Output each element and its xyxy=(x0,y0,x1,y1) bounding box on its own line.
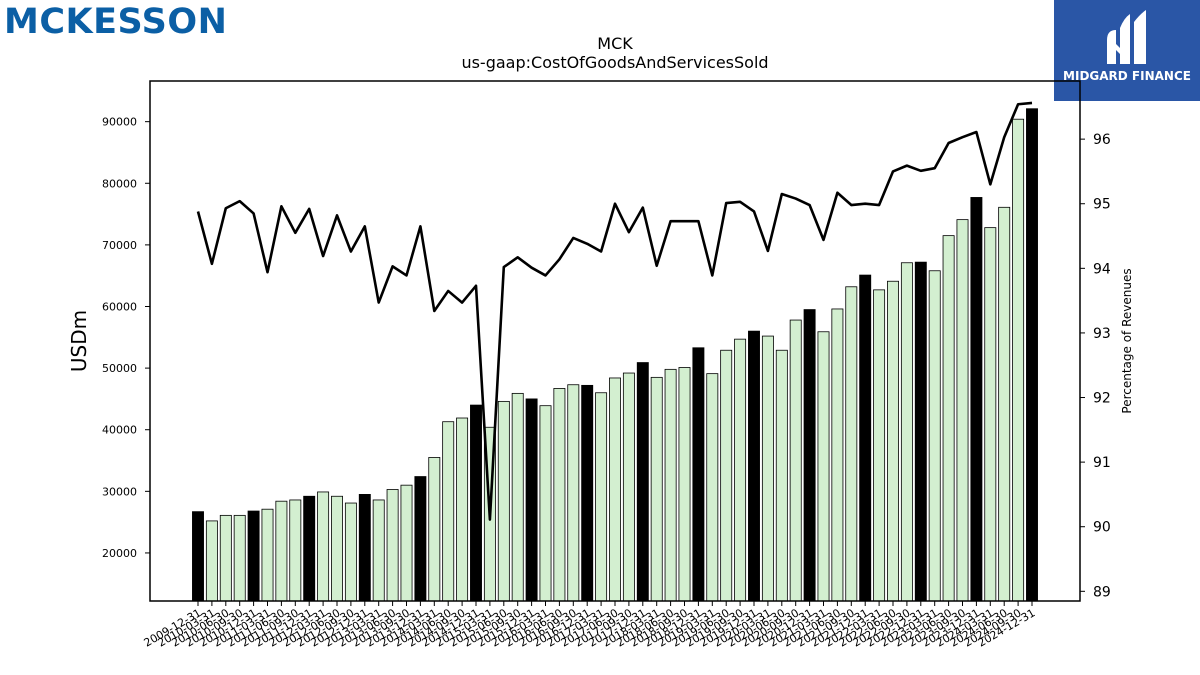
y2-tick-label: 92 xyxy=(1093,391,1111,407)
bar-2012-12-31 xyxy=(358,494,371,602)
bar-2012-03-31 xyxy=(317,491,330,602)
bar-2010-03-31 xyxy=(205,520,218,602)
bar-2020-03-31 xyxy=(761,335,774,602)
bar-2013-06-30 xyxy=(386,489,399,602)
bar-2018-12-31 xyxy=(692,347,705,602)
bar-2010-12-31 xyxy=(247,510,260,602)
bar-2011-06-30 xyxy=(275,500,288,602)
bar-2014-06-30 xyxy=(442,421,455,602)
bar-2020-12-31 xyxy=(803,309,816,602)
midgard-m-icon xyxy=(1107,10,1146,64)
bar-2022-06-30 xyxy=(887,280,899,602)
bar-2017-12-31 xyxy=(636,362,649,602)
bar-2014-09-30 xyxy=(456,417,469,602)
bar-2013-03-31 xyxy=(372,499,385,602)
y2-tick-label: 94 xyxy=(1093,261,1111,277)
y-tick-label: 20000 xyxy=(102,547,137,560)
bar-2017-06-30 xyxy=(609,377,621,602)
bar-2020-09-30 xyxy=(789,319,802,602)
y-tick-label: 40000 xyxy=(102,424,137,437)
y2-tick-label: 89 xyxy=(1093,584,1111,600)
bar-2017-09-30 xyxy=(622,372,635,602)
bar-2023-12-31 xyxy=(970,197,983,602)
bar-2010-09-30 xyxy=(233,514,246,602)
bar-2024-03-31 xyxy=(984,227,997,602)
bar-2019-06-30 xyxy=(720,349,733,602)
line-series xyxy=(196,101,1033,521)
mckesson-logo: MCKESSON xyxy=(4,2,227,42)
y-axis-right: 89 90 91 92 93 94 95 96 xyxy=(1080,132,1111,600)
bar-2016-03-31 xyxy=(539,405,552,602)
bar-2017-03-31 xyxy=(595,392,608,602)
bar-2021-03-31 xyxy=(817,331,830,602)
y-tick-label: 70000 xyxy=(102,239,137,252)
bar-2014-12-31 xyxy=(470,404,482,602)
bar-2019-12-31 xyxy=(748,330,760,602)
y-axis-left: 20000 30000 40000 50000 60000 70000 80000 90000 xyxy=(102,116,150,560)
bar-2021-09-30 xyxy=(845,286,858,602)
y2-tick-label: 95 xyxy=(1093,197,1111,213)
bar-2011-03-31 xyxy=(261,508,274,602)
y-tick-label: 30000 xyxy=(102,485,137,498)
bar-2018-03-31 xyxy=(650,376,663,602)
bar-2012-09-30 xyxy=(344,502,357,602)
bar-2016-12-31 xyxy=(581,384,594,602)
bar-2021-06-30 xyxy=(831,308,844,602)
chart-title: MCK xyxy=(597,34,633,53)
bar-2011-09-30 xyxy=(289,499,302,602)
bar-2019-09-30 xyxy=(734,338,747,602)
y-tick-label: 80000 xyxy=(102,177,137,190)
y-axis-label: USDm xyxy=(67,310,91,372)
y2-tick-label: 93 xyxy=(1093,326,1111,342)
x-axis: 2009-12-312010-03-312010-06-302010-09-30… xyxy=(142,601,1038,650)
bar-2015-06-30 xyxy=(497,400,510,602)
bar-2016-09-30 xyxy=(567,384,580,602)
bar-2009-12-31 xyxy=(192,511,204,602)
bar-2011-12-31 xyxy=(303,495,316,602)
bar-2022-12-31 xyxy=(914,261,927,602)
midgard-finance-text: MIDGARD FINANCE xyxy=(1063,69,1191,83)
y2-tick-label: 91 xyxy=(1093,455,1111,471)
bar-2023-09-30 xyxy=(956,219,969,602)
y2-axis-label: Percentage of Revenues xyxy=(1120,268,1134,413)
percentage-line xyxy=(196,101,1033,521)
bar-2012-06-30 xyxy=(331,495,343,602)
bar-2024-06-30 xyxy=(998,206,1011,602)
bar-2013-09-30 xyxy=(400,484,413,602)
bar-2021-12-31 xyxy=(859,274,872,602)
bar-2019-03-31 xyxy=(706,373,719,602)
y2-tick-label: 90 xyxy=(1093,520,1111,536)
chart-subtitle: us-gaap:CostOfGoodsAndServicesSold xyxy=(461,53,768,72)
bar-2022-09-30 xyxy=(900,262,913,602)
mckesson-logo-text: MCKESSON xyxy=(4,2,228,42)
bar-2015-12-31 xyxy=(525,398,538,602)
bar-series xyxy=(192,108,1038,602)
bar-2023-06-30 xyxy=(942,235,955,602)
bar-2022-03-31 xyxy=(873,289,886,602)
y2-tick-label: 96 xyxy=(1093,132,1111,148)
bar-2013-12-31 xyxy=(414,476,427,602)
bar-2020-06-30 xyxy=(775,349,788,602)
bar-2014-03-31 xyxy=(428,457,441,602)
y-tick-label: 90000 xyxy=(102,116,137,129)
bar-2010-06-30 xyxy=(219,514,232,602)
bar-2016-06-30 xyxy=(553,388,566,602)
bar-2024-09-30 xyxy=(1012,118,1025,602)
bar-2024-12-31 xyxy=(1026,108,1038,602)
bar-2018-06-30 xyxy=(664,368,677,602)
y-tick-label: 60000 xyxy=(102,300,137,313)
bar-2015-09-30 xyxy=(511,392,524,602)
bar-2023-03-31 xyxy=(928,270,941,602)
y-tick-label: 50000 xyxy=(102,362,137,375)
bar-2018-09-30 xyxy=(678,367,691,602)
midgard-finance-logo: MIDGARD FINANCE xyxy=(1054,0,1200,101)
